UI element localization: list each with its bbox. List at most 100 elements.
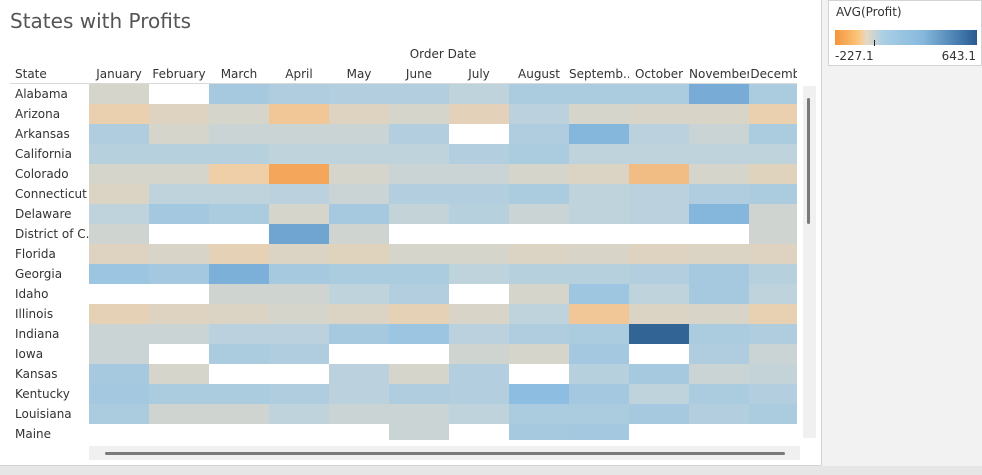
heatmap-cell[interactable] [269,124,329,144]
heatmap-cell[interactable] [629,324,689,344]
heatmap-cell[interactable] [389,264,449,284]
heatmap-cell[interactable] [629,304,689,324]
heatmap-cell[interactable] [89,244,149,264]
heatmap-cell[interactable] [569,304,629,324]
heatmap-cell[interactable] [149,284,209,304]
heatmap-cell[interactable] [629,284,689,304]
heatmap-cell[interactable] [629,204,689,224]
heatmap-cell[interactable] [749,364,797,384]
heatmap-cell[interactable] [449,404,509,424]
heatmap-cell[interactable] [329,124,389,144]
heatmap-cell[interactable] [569,324,629,344]
heatmap-cell[interactable] [389,364,449,384]
heatmap-cell[interactable] [449,424,509,440]
heatmap-cell[interactable] [89,184,149,204]
heatmap-cell[interactable] [329,264,389,284]
heatmap-cell[interactable] [629,424,689,440]
heatmap-cell[interactable] [509,364,569,384]
heatmap-cell[interactable] [569,104,629,124]
heatmap-cell[interactable] [509,384,569,404]
heatmap-cell[interactable] [689,264,749,284]
heatmap-cell[interactable] [509,404,569,424]
heatmap-cell[interactable] [689,344,749,364]
heatmap-cell[interactable] [149,424,209,440]
heatmap-cell[interactable] [509,184,569,204]
heatmap-cell[interactable] [629,144,689,164]
heatmap-cell[interactable] [89,404,149,424]
heatmap-cell[interactable] [329,284,389,304]
heatmap-cell[interactable] [749,304,797,324]
heatmap-cell[interactable] [449,364,509,384]
heatmap-cell[interactable] [629,264,689,284]
heatmap-cell[interactable] [269,284,329,304]
heatmap-cell[interactable] [509,164,569,184]
heatmap-cell[interactable] [389,404,449,424]
heatmap-cell[interactable] [389,84,449,104]
heatmap-cell[interactable] [269,324,329,344]
heatmap-cell[interactable] [449,344,509,364]
heatmap-cell[interactable] [149,84,209,104]
vertical-scrollbar[interactable] [803,86,816,438]
heatmap-cell[interactable] [209,424,269,440]
heatmap-cell[interactable] [749,124,797,144]
heatmap-cell[interactable] [569,344,629,364]
heatmap-cell[interactable] [149,124,209,144]
heatmap-cell[interactable] [449,164,509,184]
heatmap-cell[interactable] [569,164,629,184]
heatmap-cell[interactable] [89,424,149,440]
heatmap-cell[interactable] [629,164,689,184]
heatmap-cell[interactable] [89,164,149,184]
heatmap-cell[interactable] [209,344,269,364]
heatmap-cell[interactable] [329,164,389,184]
heatmap-cell[interactable] [149,404,209,424]
heatmap-cell[interactable] [269,164,329,184]
heatmap-cell[interactable] [569,404,629,424]
heatmap-cell[interactable] [89,204,149,224]
heatmap-cell[interactable] [509,344,569,364]
heatmap-cell[interactable] [629,344,689,364]
heatmap-cell[interactable] [269,184,329,204]
heatmap-cell[interactable] [689,224,749,244]
heatmap-chart[interactable] [89,84,797,440]
heatmap-cell[interactable] [509,284,569,304]
heatmap-cell[interactable] [629,184,689,204]
heatmap-cell[interactable] [149,344,209,364]
heatmap-cell[interactable] [149,144,209,164]
heatmap-cell[interactable] [449,244,509,264]
heatmap-cell[interactable] [329,304,389,324]
heatmap-cell[interactable] [269,404,329,424]
heatmap-cell[interactable] [329,144,389,164]
heatmap-cell[interactable] [449,304,509,324]
heatmap-cell[interactable] [449,324,509,344]
heatmap-cell[interactable] [389,424,449,440]
heatmap-cell[interactable] [509,144,569,164]
heatmap-cell[interactable] [209,284,269,304]
heatmap-cell[interactable] [629,224,689,244]
heatmap-cell[interactable] [89,224,149,244]
heatmap-cell[interactable] [749,424,797,440]
heatmap-cell[interactable] [749,224,797,244]
heatmap-cell[interactable] [209,184,269,204]
heatmap-cell[interactable] [449,204,509,224]
heatmap-cell[interactable] [269,104,329,124]
heatmap-cell[interactable] [509,264,569,284]
heatmap-cell[interactable] [209,224,269,244]
heatmap-cell[interactable] [569,244,629,264]
heatmap-cell[interactable] [149,304,209,324]
heatmap-cell[interactable] [329,184,389,204]
heatmap-cell[interactable] [89,304,149,324]
heatmap-cell[interactable] [89,104,149,124]
heatmap-cell[interactable] [329,244,389,264]
heatmap-cell[interactable] [749,324,797,344]
heatmap-cell[interactable] [569,384,629,404]
heatmap-cell[interactable] [389,204,449,224]
heatmap-cell[interactable] [209,84,269,104]
heatmap-cell[interactable] [689,204,749,224]
heatmap-cell[interactable] [329,364,389,384]
heatmap-cell[interactable] [509,104,569,124]
heatmap-cell[interactable] [749,84,797,104]
heatmap-cell[interactable] [689,84,749,104]
heatmap-cell[interactable] [209,104,269,124]
heatmap-cell[interactable] [89,264,149,284]
heatmap-cell[interactable] [689,104,749,124]
